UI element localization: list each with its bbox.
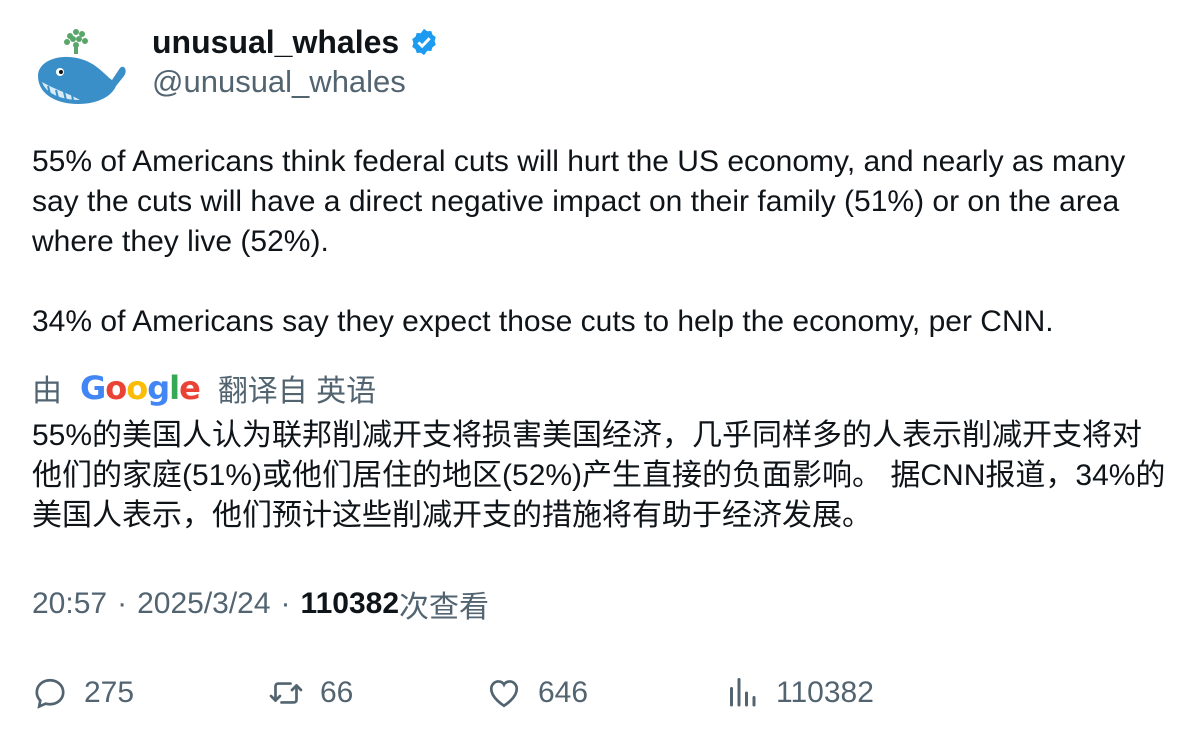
- tweet-header: unusual_whales @unusual_whales: [32, 24, 1162, 114]
- tweet-meta: 20:57 · 2025/3/24 · 110382 次查看: [32, 584, 489, 624]
- google-logo: Google: [80, 369, 201, 407]
- meta-separator: ·: [280, 587, 291, 620]
- tweet-time[interactable]: 20:57: [32, 587, 108, 620]
- like-button[interactable]: 646: [486, 668, 588, 718]
- translation-prefix: 由: [32, 375, 62, 408]
- display-name[interactable]: unusual_whales: [152, 24, 400, 60]
- reply-button[interactable]: 275: [32, 668, 134, 718]
- views-button[interactable]: 110382: [724, 668, 874, 718]
- author-names: unusual_whales @unusual_whales: [152, 24, 439, 102]
- google-letter: e: [179, 369, 201, 407]
- google-letter: l: [169, 369, 180, 407]
- tweet-text: 55% of Americans think federal cuts will…: [32, 145, 1126, 338]
- views-action-count: 110382: [776, 676, 874, 709]
- retweet-button[interactable]: 66: [268, 668, 353, 718]
- translated-text: 55%的美国人认为联邦削减开支将损害美国经济，几乎同样多的人表示削减开支将对他们…: [32, 419, 1166, 532]
- views-count: 110382: [300, 587, 399, 620]
- tweet-date[interactable]: 2025/3/24: [137, 587, 271, 620]
- author-handle[interactable]: @unusual_whales: [152, 64, 406, 99]
- views-label: 次查看: [399, 591, 489, 624]
- like-count: 646: [538, 676, 589, 709]
- reply-count: 275: [84, 676, 135, 709]
- google-letter: o: [105, 369, 127, 407]
- whale-logo-icon: [38, 29, 126, 104]
- google-letter: G: [80, 369, 106, 407]
- google-letter: o: [126, 369, 148, 407]
- google-letter: g: [147, 369, 170, 407]
- retweet-icon: [269, 682, 303, 704]
- meta-separator: ·: [117, 587, 128, 620]
- heart-icon: [489, 680, 519, 708]
- translation-attribution: 由 Google 翻译自 英语: [32, 366, 376, 410]
- verified-badge-icon[interactable]: [409, 27, 439, 57]
- action-bar: 275 66 646 110382: [32, 668, 1032, 718]
- translation-suffix: 翻译自 英语: [217, 375, 377, 408]
- avatar[interactable]: [32, 24, 128, 120]
- reply-icon: [35, 678, 65, 709]
- analytics-icon: [730, 678, 756, 707]
- retweet-count: 66: [320, 676, 354, 709]
- display-name-row: unusual_whales: [152, 24, 439, 60]
